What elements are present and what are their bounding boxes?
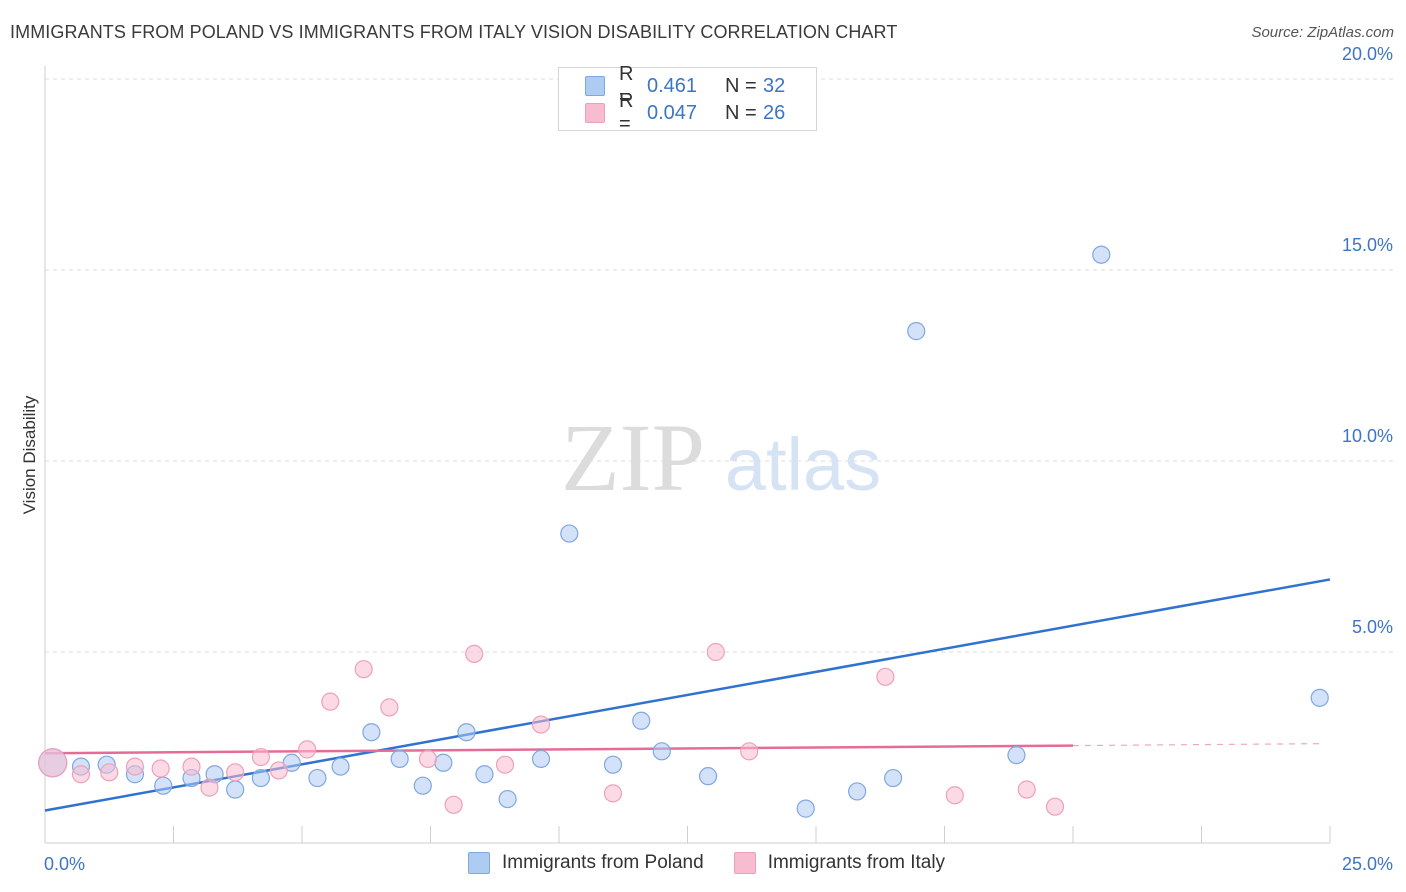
stats-legend: R = 0.461 N = 32 R = 0.047 N = 26 [558,63,817,135]
poland-point [331,757,350,776]
r-value: 0.047 [647,101,698,124]
italy-point [354,660,373,679]
italy-point [251,747,270,767]
italy-point [226,763,245,782]
italy-point [418,749,438,769]
watermark-atlas: atlas [725,423,881,506]
data-points [38,245,1329,818]
italy-point [444,795,463,814]
r-label: R = [619,63,634,108]
italy-point [38,748,68,778]
italy-point [269,761,288,780]
r-label: R = [619,90,634,135]
italy-point [876,667,895,686]
italy-point [531,715,551,734]
y-tick-label: 10.0% [1342,426,1393,446]
y-axis-label: Vision Disability [20,395,39,514]
poland-point [1007,746,1026,765]
poland-point [652,742,671,761]
y-tick-label: 15.0% [1342,235,1393,255]
r-value: 0.461 [647,74,698,97]
n-value: 32 [763,74,786,97]
italy-point [182,757,201,776]
poland-point [1310,688,1329,707]
italy-point [603,784,623,803]
poland-point [907,322,926,341]
italy-point [945,786,964,805]
italy-point [151,759,170,778]
italy-swatch [585,103,605,123]
italy-legend-swatch [733,852,756,874]
tick-labels: 5.0% 10.0% 15.0% 20.0% 0.0% 25.0% [44,44,1393,874]
italy-legend-label: Immigrants from Italy [767,852,946,873]
poland-point [531,749,551,769]
poland-point [848,782,867,801]
italy-point [1017,780,1036,799]
poland-point [390,749,409,769]
poland-point [475,765,494,784]
n-label: N = [725,101,757,124]
poland-point [698,767,718,786]
italy-point [495,755,515,774]
italy-point [465,644,484,664]
poland-point [413,776,432,795]
italy-trend-line [44,744,1074,755]
poland-point [251,768,270,788]
poland-legend-label: Immigrants from Poland [502,852,704,873]
axes [44,66,1331,844]
poland-point [457,723,476,742]
poland-point [603,755,623,774]
source-label: Source: ZipAtlas.com [1251,24,1394,41]
legend-row-poland: R = 0.461 N = 32 [585,63,786,108]
italy-point [298,740,317,759]
series-legend: Immigrants from Poland Immigrants from I… [468,852,975,874]
poland-swatch [585,76,605,96]
italy-point [71,765,91,784]
grid-lines [45,78,1395,653]
poland-point [362,723,381,742]
italy-point [380,698,399,717]
poland-point [632,711,651,730]
italy-point [100,763,119,782]
poland-point [498,789,517,809]
poland-legend-swatch [468,852,490,874]
legend-item-poland: Immigrants from Poland [468,852,704,874]
italy-point [321,692,340,711]
x-tick-label: 0.0% [44,854,85,874]
watermark-zip: ZIP [561,404,705,511]
italy-point [1045,797,1065,816]
n-label: N = [725,74,757,97]
chart-title: IMMIGRANTS FROM POLAND VS IMMIGRANTS FRO… [10,22,898,42]
poland-point [560,524,579,543]
watermark: ZIP atlas [561,404,881,511]
poland-point [1092,245,1111,264]
poland-point [308,768,327,788]
italy-point [200,778,219,797]
y-tick-label: 20.0% [1342,44,1393,64]
x-tick-label: 25.0% [1342,854,1393,874]
n-value: 26 [763,101,786,124]
poland-point [883,768,903,788]
italy-point [125,757,145,776]
italy-point [740,742,759,761]
poland-point [434,753,453,772]
poland-point [154,776,173,795]
italy-trend-extension [1072,743,1320,747]
poland-point [226,780,245,799]
legend-item-italy: Immigrants from Italy [733,852,946,874]
y-tick-label: 5.0% [1352,617,1393,637]
legend-row-italy: R = 0.047 N = 26 [585,90,786,135]
italy-point [706,642,725,662]
poland-point [796,799,815,818]
